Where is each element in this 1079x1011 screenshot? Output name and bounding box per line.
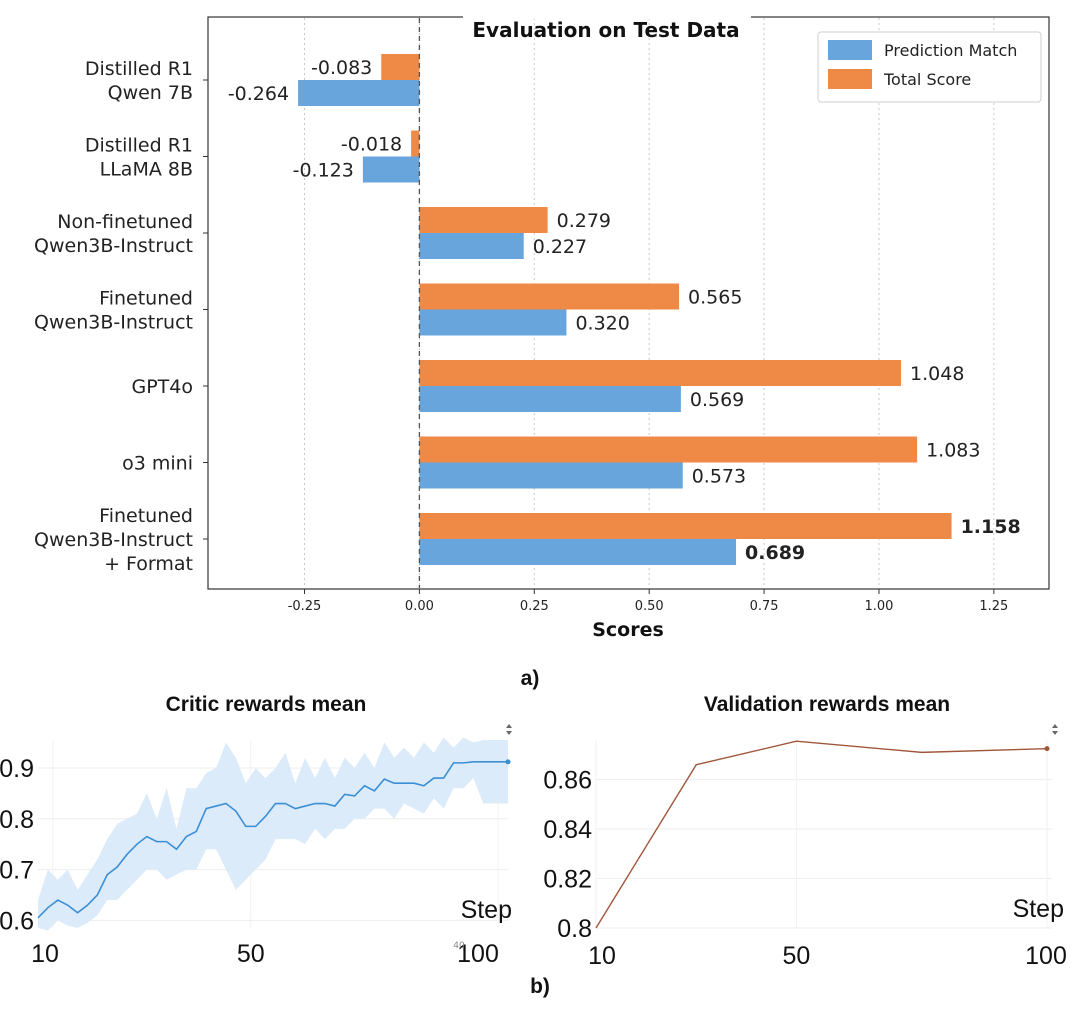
legend-box [817, 31, 1042, 103]
total-score-bar [419, 207, 548, 233]
total-score-bar [419, 283, 680, 310]
total-score-value-label: 1.158 [961, 516, 1021, 538]
validation-chart-title: Validation rewards mean [704, 693, 950, 716]
category-label: Finetuned Qwen3B-Instruct + Format [34, 505, 193, 575]
total-score-value-label: 1.083 [926, 440, 980, 462]
prediction-match-value-label: -0.264 [228, 83, 289, 105]
critic-y-tick-label: 0.8 [0, 806, 34, 834]
category-label: Distilled R1 Qwen 7B [85, 58, 193, 104]
total-score-bar [419, 513, 952, 539]
x-tick-label: 1.25 [979, 599, 1008, 614]
validation-x-tick-label: 50 [783, 942, 811, 970]
prediction-match-bar [298, 80, 420, 106]
x-tick-label: 0.75 [750, 599, 779, 614]
critic-end-point [505, 759, 511, 765]
validation-series-line [595, 740, 1048, 929]
x-tick-label: 1.00 [864, 599, 893, 614]
legend-entry-label: Total Score [883, 70, 971, 89]
validation-y-tick-label: 0.8 [557, 915, 592, 943]
critic-chart-title: Critic rewards mean [166, 693, 367, 716]
total-score-bar [411, 130, 420, 157]
critic-confidence-band [38, 737, 508, 931]
prediction-match-bar [362, 156, 420, 183]
bar-chart-title: Evaluation on Test Data [472, 18, 739, 42]
prediction-match-value-label: 0.573 [692, 466, 746, 488]
x-tick-label: 0.50 [635, 599, 664, 614]
prediction-match-bar [419, 233, 524, 259]
prediction-match-value-label: 0.569 [690, 389, 744, 411]
critic-expand-icon[interactable] [506, 724, 512, 735]
critic-x-tick-label: 50 [237, 940, 265, 968]
prediction-match-value-label: 0.689 [745, 542, 805, 564]
legend: Prediction Match Total Score [817, 31, 1042, 103]
total-score-value-label: 0.565 [688, 287, 742, 309]
critic-series-line [37, 761, 508, 919]
critic-x-tick-label: 100 [457, 940, 499, 968]
total-score-bar [419, 360, 902, 386]
validation-y-tick-label: 0.84 [543, 816, 592, 844]
legend-swatch [828, 40, 872, 60]
critic-y-tick-label: 0.7 [0, 857, 34, 885]
legend-entry-label: Prediction Match [884, 41, 1017, 60]
panel-label-a: a) [521, 667, 540, 690]
legend-swatch [828, 69, 872, 89]
validation-y-tick-label: 0.82 [543, 866, 592, 894]
validation-expand-icon[interactable] [1052, 724, 1058, 735]
panel-label-b: b) [530, 975, 550, 998]
total-score-value-label: -0.018 [341, 134, 402, 156]
validation-x-tick-label: 100 [1025, 942, 1067, 970]
prediction-match-bar [419, 462, 683, 489]
x-tick-label: -0.25 [288, 599, 322, 614]
total-score-bar [419, 436, 918, 463]
prediction-match-value-label: -0.123 [293, 160, 354, 182]
total-score-bar [381, 54, 420, 80]
category-label: Non-finetuned Qwen3B-Instruct [34, 211, 193, 257]
critic-rewards-panel: Critic rewards mean 0.60.70.80.910 50 100 … [0, 693, 512, 968]
prediction-match-bar [419, 539, 737, 565]
validation-end-point [1044, 746, 1050, 752]
category-label: o3 mini [122, 453, 193, 475]
category-label: Finetuned Qwen3B-Instruct [34, 288, 193, 334]
title-background [463, 16, 751, 19]
prediction-match-bar [419, 386, 681, 412]
validation-x-tick-label: 10 [588, 942, 616, 970]
x-tick-label: 0.25 [520, 599, 549, 614]
category-label: Distilled R1 LLaMA 8B [85, 135, 193, 181]
total-score-value-label: 0.279 [557, 210, 611, 232]
bar-chart-panel: -0.25 0.00 0.25 0.50 0.75 1.00 1.25 Distilled … [34, 16, 1050, 641]
prediction-match-value-label: 0.320 [575, 313, 629, 335]
critic-y-tick-label: 0.9 [0, 755, 34, 783]
x-axis-label: Scores [592, 619, 664, 641]
validation-rewards-panel: Validation rewards mean 0.8 0.82 0.84 0.86 1… [543, 693, 1067, 970]
prediction-match-bar [419, 309, 567, 336]
critic-y-tick-label: 0.6 [0, 907, 34, 935]
total-score-value-label: -0.083 [311, 57, 372, 79]
category-label: GPT4o [132, 376, 194, 398]
prediction-match-value-label: 0.227 [533, 236, 587, 258]
critic-minor-tick-label: 40 [453, 941, 465, 951]
critic-x-tick-label: 10 [31, 940, 59, 968]
validation-x-axis-label: Step [1013, 895, 1064, 923]
total-score-value-label: 1.048 [910, 363, 964, 385]
x-tick-label: 0.00 [405, 599, 434, 614]
critic-x-axis-label: Step [461, 896, 512, 924]
validation-y-tick-label: 0.86 [543, 767, 592, 795]
